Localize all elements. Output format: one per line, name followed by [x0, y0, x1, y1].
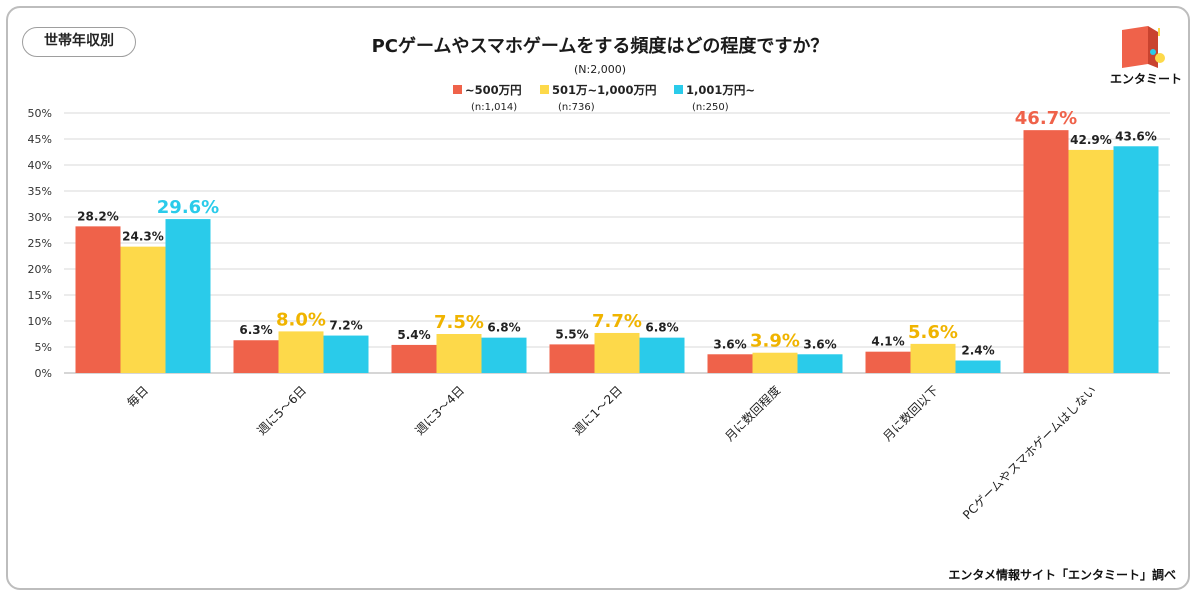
- y-tick-label: 20%: [28, 263, 52, 276]
- source-credit: エンタメ情報サイト「エンタミート」調べ: [948, 568, 1176, 582]
- data-label: 43.6%: [1115, 129, 1157, 143]
- sample-size-label: (N:2,000): [573, 63, 626, 76]
- logo-text: エンタミート: [1109, 72, 1182, 86]
- bar: [165, 219, 211, 373]
- bar: [549, 344, 595, 373]
- x-tick-label: 月に数回以下: [880, 383, 942, 445]
- bar: [865, 351, 911, 373]
- y-tick-label: 15%: [28, 289, 52, 302]
- bar: [594, 332, 640, 373]
- data-label: 28.2%: [77, 209, 119, 223]
- segment-tag: 世帯年収別: [22, 27, 136, 57]
- data-label: 3.6%: [713, 337, 746, 351]
- bar: [1113, 146, 1159, 373]
- data-label: 4.1%: [871, 335, 904, 349]
- data-label: 6.3%: [239, 323, 272, 337]
- bar: [233, 340, 279, 373]
- data-label: 2.4%: [961, 344, 994, 358]
- x-tick-label: PCゲームやスマホゲームはしない: [960, 383, 1099, 522]
- bar: [323, 335, 369, 373]
- x-tick-label: 毎日: [124, 383, 152, 411]
- bar: [955, 360, 1001, 373]
- bar: [278, 331, 324, 373]
- bar: [707, 354, 753, 373]
- data-label: 5.5%: [555, 327, 588, 341]
- data-label: 6.8%: [487, 321, 520, 335]
- y-tick-label: 40%: [28, 159, 52, 172]
- bar: [391, 344, 437, 373]
- legend-sample-size: (n:250): [692, 102, 729, 113]
- legend-sample-size: (n:1,014): [471, 102, 517, 113]
- data-label: 46.7%: [1015, 108, 1077, 129]
- y-tick-label: 25%: [28, 237, 52, 250]
- y-tick-label: 30%: [28, 211, 52, 224]
- chart-title: PCゲームやスマホゲームをする頻度はどの程度ですか？: [371, 36, 829, 57]
- data-label: 42.9%: [1070, 133, 1112, 147]
- bar: [639, 337, 685, 373]
- y-tick-label: 10%: [28, 315, 52, 328]
- y-tick-label: 35%: [28, 185, 52, 198]
- y-tick-label: 5%: [35, 341, 52, 354]
- data-label: 7.5%: [434, 312, 484, 333]
- y-tick-label: 45%: [28, 133, 52, 146]
- data-label: 5.4%: [397, 328, 430, 342]
- bar: [436, 334, 482, 373]
- data-label: 6.8%: [645, 321, 678, 335]
- bar: [481, 337, 527, 373]
- bar: [120, 246, 166, 373]
- legend-label: 1,001万円~: [686, 83, 755, 97]
- x-tick-label: 週に5～6日: [254, 383, 309, 438]
- data-label: 7.7%: [592, 311, 642, 332]
- x-tick-label: 週に1～2日: [570, 383, 625, 438]
- bar: [1023, 130, 1069, 373]
- legend-label: ~500万円: [465, 83, 522, 97]
- data-label: 29.6%: [157, 197, 219, 218]
- y-tick-label: 0%: [35, 367, 52, 380]
- legend-sample-size: (n:736): [558, 102, 595, 113]
- data-label: 3.9%: [750, 331, 800, 352]
- data-label: 3.6%: [803, 337, 836, 351]
- bar: [75, 226, 121, 373]
- data-label: 24.3%: [122, 230, 164, 244]
- legend-swatch: [540, 85, 549, 94]
- bar: [797, 354, 843, 373]
- x-tick-label: 月に数回程度: [722, 383, 784, 445]
- data-label: 5.6%: [908, 322, 958, 343]
- legend-swatch: [674, 85, 683, 94]
- y-tick-label: 50%: [28, 107, 52, 120]
- legend-label: 501万~1,000万円: [552, 83, 657, 97]
- legend-swatch: [453, 85, 462, 94]
- entameet-logo-icon: [1122, 26, 1165, 68]
- bar: [752, 352, 798, 373]
- data-label: 8.0%: [276, 309, 326, 330]
- bar: [1068, 149, 1114, 373]
- bar: [910, 343, 956, 373]
- x-tick-label: 週に3～4日: [412, 383, 467, 438]
- data-label: 7.2%: [329, 319, 362, 333]
